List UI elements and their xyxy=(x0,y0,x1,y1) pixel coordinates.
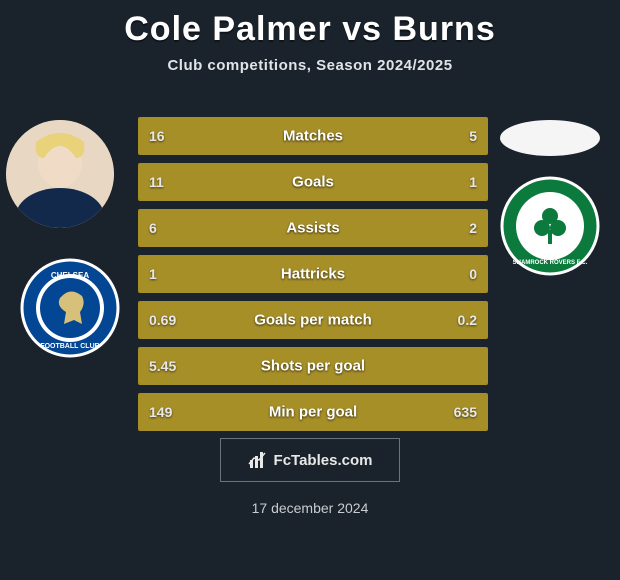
stat-row: 149635Min per goal xyxy=(138,393,488,431)
svg-text:SHAMROCK ROVERS F.C.: SHAMROCK ROVERS F.C. xyxy=(513,260,588,266)
svg-text:FOOTBALL CLUB: FOOTBALL CLUB xyxy=(40,343,99,350)
stat-label: Goals per match xyxy=(139,312,487,329)
stat-row: 111Goals xyxy=(138,163,488,201)
branding-label: FcTables.com xyxy=(274,452,373,469)
stat-row: 62Assists xyxy=(138,209,488,247)
club-left-crest: CHELSEA FOOTBALL CLUB xyxy=(20,258,120,358)
stat-row: 0.690.2Goals per match xyxy=(138,301,488,339)
stat-label: Hattricks xyxy=(139,266,487,283)
stat-label: Shots per goal xyxy=(139,358,487,375)
stat-label: Assists xyxy=(139,220,487,237)
stat-row: 10Hattricks xyxy=(138,255,488,293)
footer-date: 17 december 2024 xyxy=(0,500,620,516)
page-title: Cole Palmer vs Burns xyxy=(0,0,620,49)
player-left-avatar xyxy=(6,120,114,228)
stat-label: Matches xyxy=(139,128,487,145)
player-right-avatar xyxy=(500,120,600,156)
stat-label: Goals xyxy=(139,174,487,191)
stat-label: Min per goal xyxy=(139,404,487,421)
comparison-chart: 165Matches 111Goals 62Assists 10Hattricks 0.… xyxy=(138,117,488,439)
stat-row: 5.45Shots per goal xyxy=(138,347,488,385)
page-subtitle: Club competitions, Season 2024/2025 xyxy=(0,57,620,74)
svg-text:CHELSEA: CHELSEA xyxy=(51,271,89,280)
branding-box[interactable]: FcTables.com xyxy=(220,438,400,482)
stat-row: 165Matches xyxy=(138,117,488,155)
chart-icon xyxy=(248,450,268,470)
club-right-crest: SHAMROCK ROVERS F.C. xyxy=(500,176,600,276)
